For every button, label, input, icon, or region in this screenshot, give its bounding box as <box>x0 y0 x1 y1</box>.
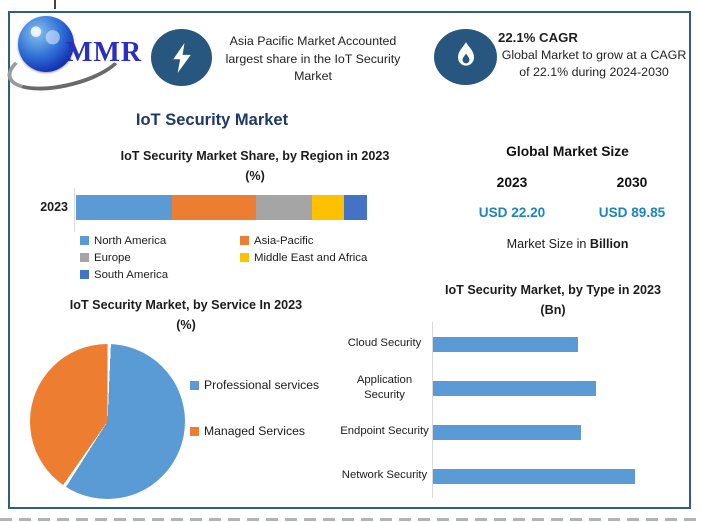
flame-icon <box>434 29 497 85</box>
bar-area <box>432 366 688 410</box>
ruler-tick-artifact <box>54 0 56 9</box>
legend-item: Managed Services <box>190 424 319 438</box>
legend-label: Europe <box>94 251 131 264</box>
legend-marker <box>190 380 199 390</box>
legend-label: Managed Services <box>204 424 305 438</box>
type-row: Application Security <box>340 366 688 410</box>
value-2030: USD 89.85 <box>598 205 666 220</box>
legend-marker <box>190 426 199 436</box>
legend-item: Europe <box>80 249 240 266</box>
bar-segment-europe <box>256 195 312 220</box>
market-size-title: Global Market Size <box>506 144 629 159</box>
region-category-label: 2023 <box>40 200 68 214</box>
bar <box>433 468 635 484</box>
cagr-text: Global Market to grow at a CAGR of 22.1%… <box>501 48 687 80</box>
bottom-dashed-artifact <box>0 518 701 521</box>
legend-item: South America <box>80 266 240 283</box>
bar <box>433 380 597 396</box>
service-chart-title: IoT Security Market, by Service In 2023 … <box>26 296 346 335</box>
cagr-callout: 22.1% CAGR Global Market to grow at a CA… <box>498 30 690 82</box>
legend-label: Middle East and Africa <box>254 251 368 264</box>
bar-area <box>432 322 688 366</box>
type-chart-rows: Cloud Security Application Security Endp… <box>340 322 688 498</box>
region-legend: North America Asia-Pacific Europe Middle… <box>80 232 440 283</box>
bar-area <box>432 410 688 454</box>
legend-marker <box>80 270 89 279</box>
service-chart-title-line1: IoT Security Market, by Service In 2023 <box>69 298 303 312</box>
service-legend: Professional services Managed Services <box>190 378 319 470</box>
market-size-note: Market Size in Billion <box>440 237 695 251</box>
legend-item: North America <box>80 232 240 249</box>
logo-text: MMR <box>66 37 143 68</box>
bar-area <box>432 454 688 498</box>
bar <box>433 424 582 440</box>
highlight-callout-text: Asia Pacific Market Accounted largest sh… <box>225 34 401 84</box>
outer-border <box>8 11 691 509</box>
legend-label: Asia-Pacific <box>254 234 314 247</box>
value-2023: USD 22.20 <box>478 205 546 220</box>
category-label: Network Security <box>341 469 428 482</box>
legend-label: South America <box>94 268 169 281</box>
legend-marker <box>240 253 249 262</box>
type-chart-title-line1: IoT Security Market, by Type in 2023 <box>444 283 662 297</box>
legend-label: Professional services <box>204 378 320 392</box>
service-pie <box>30 344 185 499</box>
bar-segment-asia-pacific <box>172 195 257 220</box>
region-y-axis <box>74 188 75 232</box>
lightning-icon <box>151 29 212 86</box>
region-stacked-bar <box>76 195 367 220</box>
year-2030: 2030 <box>616 175 648 190</box>
region-chart-title-line1: IoT Security Market Share, by Region in … <box>120 149 390 163</box>
market-size-note-regular: Market Size in <box>506 237 590 251</box>
market-size-values: USD 22.20 USD 89.85 <box>452 205 692 220</box>
market-size-note-bold: Billion <box>589 237 629 251</box>
category-label: Cloud Security <box>347 337 422 350</box>
legend-marker <box>240 236 249 245</box>
category-label: Endpoint Security <box>340 425 429 438</box>
type-row: Endpoint Security <box>340 410 688 454</box>
flame-glyph <box>457 42 474 66</box>
bar-segment-south-america <box>343 195 367 220</box>
mmr-logo: MMR <box>1 13 148 101</box>
page-title: IoT Security Market <box>135 111 289 129</box>
legend-label: North America <box>94 234 167 247</box>
type-chart-title-line2: (Bn) <box>540 302 566 317</box>
market-size-years: 2023 2030 <box>452 175 692 190</box>
region-chart-title-line2: (%) <box>245 168 265 183</box>
bar <box>433 336 579 352</box>
legend-marker <box>80 236 89 245</box>
legend-marker <box>80 253 89 262</box>
type-chart-title: IoT Security Market, by Type in 2023 (Bn… <box>433 281 673 320</box>
type-row: Network Security <box>340 454 688 498</box>
service-chart-title-line2: (%) <box>176 317 196 332</box>
bar-segment-middle-east-and-africa <box>311 195 344 220</box>
legend-item: Asia-Pacific <box>240 232 440 249</box>
legend-item: Professional services <box>190 378 319 392</box>
cagr-heading: 22.1% CAGR <box>498 30 578 45</box>
bar-segment-north-america <box>76 195 173 220</box>
region-chart-title: IoT Security Market Share, by Region in … <box>55 147 455 186</box>
lightning-glyph <box>172 42 191 73</box>
year-2023: 2023 <box>496 175 528 190</box>
globe-icon <box>18 16 74 72</box>
legend-item: Middle East and Africa <box>240 249 440 266</box>
type-row: Cloud Security <box>340 322 688 366</box>
category-label: Application Security <box>356 373 413 401</box>
